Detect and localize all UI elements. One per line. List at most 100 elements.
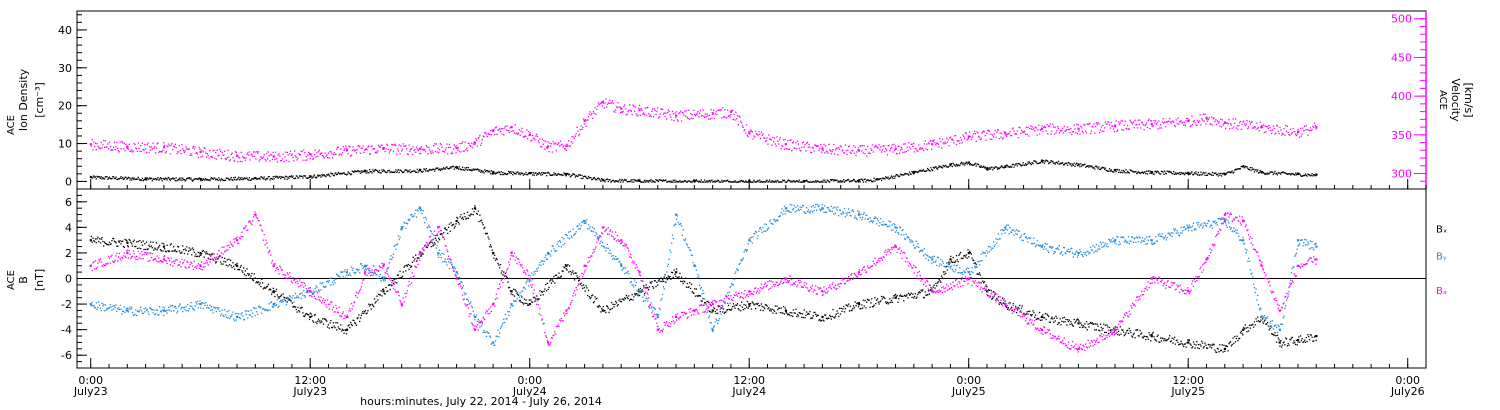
top-scatter-dot [323, 174, 325, 176]
top-scatter-dot [516, 132, 518, 134]
top-scatter-dot [111, 149, 113, 151]
top-scatter-dot [1215, 119, 1217, 121]
top-scatter-dot [117, 147, 119, 149]
bottom-scatter-dot [119, 304, 121, 307]
top-scatter-dot [417, 150, 419, 152]
top-scatter-dot [362, 170, 364, 172]
top-scatter-dot [478, 170, 480, 172]
top-scatter-dot [494, 172, 496, 174]
top-scatter-dot [1006, 135, 1008, 138]
bottom-scatter-dot [364, 309, 367, 312]
bottom-scatter-dot [490, 246, 493, 248]
top-scatter-dot [1011, 164, 1014, 166]
top-scatter-dot [1254, 169, 1256, 171]
bottom-scatter-dot [626, 296, 628, 298]
top-scatter-dot [854, 180, 856, 182]
top-scatter-dot [564, 173, 566, 175]
top-scatter-dot [1028, 162, 1030, 164]
top-scatter-dot [857, 179, 859, 182]
top-scatter-dot [943, 143, 945, 145]
top-scatter-dot [1124, 172, 1126, 174]
top-scatter-dot [197, 156, 200, 158]
bottom-scatter-dot [314, 313, 316, 316]
top-scatter-dot [159, 178, 161, 180]
top-scatter-dot [1135, 170, 1137, 173]
top-scatter-dot [605, 178, 608, 180]
bottom-scatter-dot [112, 308, 115, 310]
bottom-scatter-dot [610, 301, 613, 304]
bottom-scatter-dot [840, 307, 842, 310]
bottom-scatter-dot [1026, 311, 1028, 313]
top-scatter-dot [1037, 162, 1039, 165]
top-scatter-dot [1024, 130, 1026, 132]
bottom-scatter-dot [958, 254, 960, 257]
top-scatter-dot [1197, 121, 1200, 124]
top-left-label-line3: [cm⁻³] [33, 82, 46, 118]
top-scatter-dot [589, 176, 591, 179]
top-scatter-dot [548, 151, 550, 153]
bottom-scatter-dot [1191, 347, 1193, 349]
top-scatter-dot [270, 154, 272, 156]
bottom-scatter-dot [1054, 320, 1056, 322]
top-scatter-dot [1166, 170, 1168, 172]
top-scatter-dot [557, 173, 559, 175]
bottom-scatter-dot [491, 249, 493, 251]
top-scatter-dot [1117, 129, 1119, 131]
bottom-scatter-dot [1258, 321, 1261, 323]
top-scatter-dot [753, 135, 755, 137]
top-scatter-dot [1076, 132, 1079, 135]
top-scatter-dot [736, 118, 738, 120]
bottom-scatter-dot [303, 315, 306, 318]
bottom-scatter-dot [112, 238, 115, 240]
bottom-scatter-dot [1285, 338, 1288, 340]
top-scatter-dot [354, 170, 357, 173]
bottom-scatter-dot [484, 226, 486, 229]
bottom-scatter-dot [495, 257, 497, 260]
top-scatter-dot [1272, 125, 1275, 127]
top-scatter-dot [181, 179, 183, 181]
top-scatter-dot [1243, 120, 1245, 122]
top-scatter-dot [1078, 164, 1080, 166]
top-scatter-dot [160, 178, 162, 180]
top-scatter-dot [272, 151, 274, 154]
top-scatter-dot [596, 108, 598, 110]
bottom-scatter-dot [1067, 321, 1070, 323]
top-scatter-dot [420, 146, 423, 148]
top-scatter-dot [1227, 123, 1229, 125]
bottom-data-point [400, 226, 403, 229]
top-scatter-dot [661, 108, 663, 111]
bottom-scatter-dot [236, 312, 238, 315]
top-scatter-dot [707, 181, 709, 183]
bottom-scatter-dot [812, 315, 814, 317]
bottom-scatter-dot [131, 243, 133, 245]
top-scatter-dot [852, 149, 854, 152]
bottom-scatter-dot [1198, 347, 1200, 350]
bottom-scatter-dot [816, 314, 819, 316]
top-scatter-dot [1280, 173, 1282, 175]
top-scatter-dot [852, 180, 854, 182]
top-scatter-dot [1127, 124, 1129, 127]
top-scatter-dot [1092, 126, 1094, 128]
bottom-scatter-dot [724, 311, 726, 314]
top-scatter-dot [1229, 172, 1232, 174]
top-scatter-dot [203, 147, 205, 149]
top-scatter-dot [783, 148, 786, 150]
top-scatter-dot [148, 151, 150, 154]
top-scatter-dot [465, 148, 467, 151]
top-scatter-dot [582, 118, 585, 120]
top-scatter-dot [933, 139, 935, 141]
bottom-scatter-dot [328, 327, 330, 329]
top-scatter-dot [796, 148, 798, 150]
top-scatter-dot [1203, 172, 1205, 174]
bottom-scatter-dot [1156, 335, 1158, 338]
top-scatter-dot [775, 181, 777, 183]
bottom-scatter-dot [219, 261, 222, 263]
top-scatter-dot [1069, 132, 1071, 134]
bottom-scatter-dot [451, 224, 453, 227]
bottom-scatter-dot [986, 286, 988, 288]
top-scatter-dot [446, 166, 448, 168]
bottom-scatter-dot [879, 301, 881, 303]
top-scatter-dot [768, 138, 771, 140]
top-scatter-dot [495, 126, 497, 128]
